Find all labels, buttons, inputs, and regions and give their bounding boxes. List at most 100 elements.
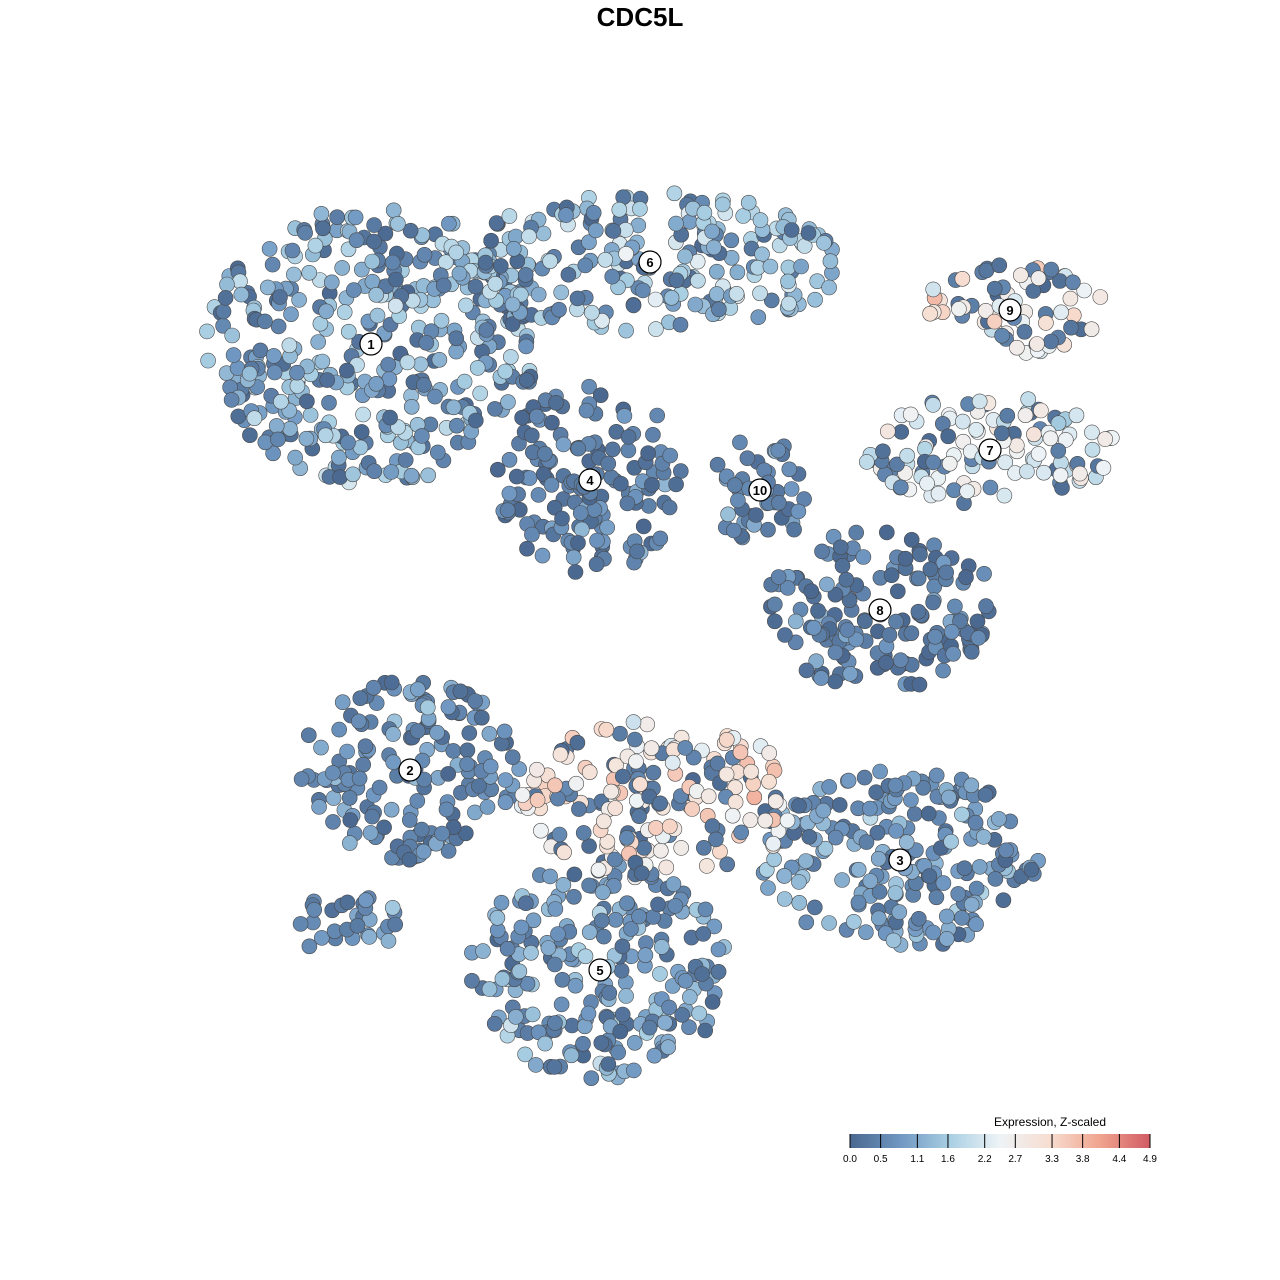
data-point bbox=[232, 273, 248, 290]
data-point bbox=[331, 449, 347, 466]
data-point bbox=[834, 557, 851, 574]
data-point bbox=[646, 1047, 663, 1064]
data-point bbox=[766, 851, 782, 868]
data-point bbox=[694, 966, 710, 982]
data-point bbox=[551, 301, 567, 318]
data-point bbox=[1009, 339, 1025, 356]
data-point bbox=[517, 1046, 533, 1063]
data-point bbox=[355, 756, 372, 773]
data-point bbox=[555, 876, 572, 893]
data-point bbox=[925, 397, 941, 413]
data-point bbox=[388, 271, 404, 288]
data-point bbox=[821, 779, 838, 795]
data-point bbox=[1053, 304, 1069, 321]
data-point bbox=[883, 567, 900, 584]
data-point bbox=[612, 1023, 629, 1040]
data-point bbox=[665, 876, 682, 892]
data-point bbox=[313, 930, 330, 946]
data-point bbox=[438, 801, 455, 818]
data-point bbox=[448, 417, 465, 434]
data-point bbox=[691, 1005, 708, 1022]
data-point bbox=[850, 861, 867, 878]
data-point bbox=[910, 910, 927, 927]
data-point bbox=[993, 425, 1010, 442]
data-point bbox=[482, 758, 499, 775]
data-point bbox=[640, 498, 657, 514]
data-point bbox=[334, 260, 351, 276]
data-point bbox=[291, 292, 307, 308]
data-point bbox=[1038, 315, 1054, 331]
data-point bbox=[500, 394, 516, 410]
data-point bbox=[546, 956, 563, 973]
data-point bbox=[719, 856, 736, 873]
data-point bbox=[604, 441, 621, 458]
data-point bbox=[331, 721, 348, 738]
data-point bbox=[581, 877, 597, 894]
data-point bbox=[487, 401, 503, 417]
data-point bbox=[668, 272, 685, 289]
data-point bbox=[448, 244, 465, 261]
data-point bbox=[954, 910, 970, 926]
data-point bbox=[777, 627, 793, 643]
data-point bbox=[695, 839, 712, 856]
data-point bbox=[511, 761, 528, 777]
data-point bbox=[347, 209, 364, 226]
data-point bbox=[435, 277, 452, 294]
data-point bbox=[583, 1070, 600, 1086]
data-point bbox=[544, 414, 560, 431]
data-point bbox=[770, 442, 787, 459]
data-point bbox=[658, 859, 675, 876]
data-point bbox=[281, 337, 298, 354]
data-point bbox=[473, 709, 490, 726]
data-point bbox=[872, 763, 888, 780]
data-point bbox=[497, 794, 514, 811]
data-point bbox=[431, 351, 448, 368]
data-point bbox=[311, 799, 327, 815]
data-point bbox=[459, 742, 476, 759]
data-point bbox=[567, 977, 584, 994]
data-point bbox=[791, 894, 808, 911]
data-point bbox=[273, 393, 289, 410]
data-point bbox=[572, 505, 589, 521]
data-point bbox=[493, 894, 510, 911]
data-point bbox=[664, 754, 681, 771]
data-point bbox=[530, 286, 547, 303]
data-point bbox=[910, 603, 927, 620]
data-point bbox=[385, 726, 401, 742]
data-point bbox=[223, 392, 240, 408]
data-point bbox=[1084, 424, 1100, 441]
data-point bbox=[878, 654, 894, 671]
data-point bbox=[461, 725, 478, 741]
data-point bbox=[760, 521, 776, 538]
data-point bbox=[971, 393, 988, 410]
data-point bbox=[501, 485, 518, 502]
colorbar-legend: 0.0 0.5 1.1 1.6 2.2 2.7 3.3 3.8 4.4 4.9 bbox=[843, 1134, 1157, 1165]
data-point bbox=[614, 1006, 631, 1023]
cluster-label-badge bbox=[998, 298, 1022, 322]
data-point bbox=[481, 981, 498, 997]
data-point bbox=[831, 797, 848, 813]
data-point bbox=[995, 892, 1012, 909]
data-point bbox=[999, 407, 1016, 424]
data-point bbox=[563, 1047, 580, 1064]
data-point bbox=[456, 373, 473, 390]
data-point bbox=[946, 482, 962, 499]
data-point bbox=[704, 994, 721, 1010]
data-point bbox=[368, 286, 385, 303]
data-point bbox=[580, 1005, 597, 1022]
data-point bbox=[888, 613, 904, 630]
data-point bbox=[726, 477, 743, 494]
data-point bbox=[464, 972, 480, 989]
data-point bbox=[270, 431, 286, 448]
cluster-label: 10 bbox=[753, 483, 767, 498]
data-point bbox=[459, 756, 475, 773]
data-point bbox=[879, 423, 896, 440]
data-point bbox=[478, 322, 495, 338]
data-point bbox=[954, 806, 970, 823]
cluster-label-badge bbox=[359, 332, 383, 356]
data-point bbox=[355, 406, 371, 423]
data-point bbox=[927, 628, 943, 645]
data-point bbox=[687, 296, 704, 313]
data-point bbox=[376, 819, 392, 836]
data-point bbox=[1050, 442, 1067, 459]
